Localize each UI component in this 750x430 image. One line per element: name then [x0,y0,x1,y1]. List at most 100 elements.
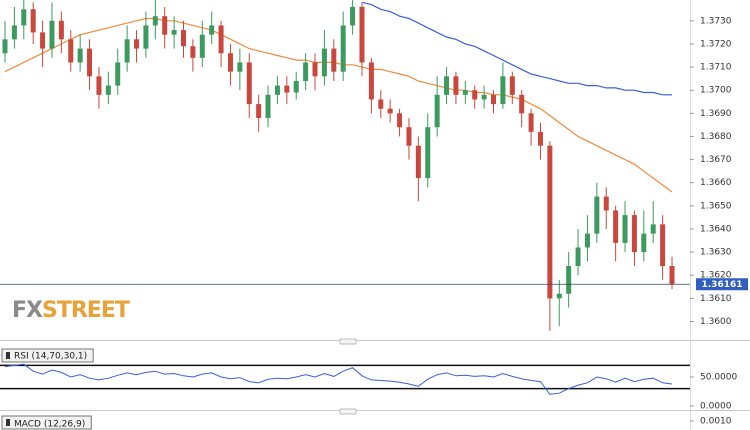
candle-body [650,224,656,234]
indicator-label: RSI (14,70,30,1) [14,352,87,362]
candle-body [631,215,637,253]
candle-body [575,247,581,266]
candle-body [500,76,506,105]
candle-body [537,131,543,146]
y-tick-label: 1.3610 [700,294,732,304]
candle-body [566,265,572,294]
candle-body [462,90,468,95]
candle-body [303,62,309,81]
candle-body [227,53,233,72]
candle-body [199,34,205,58]
candle-body [415,145,421,179]
candle-body [293,80,299,93]
logo-part: FX [12,298,43,323]
candle-body [265,94,271,118]
candle-body [284,85,290,93]
candle-body [321,48,327,77]
panel-handle[interactable] [339,408,357,415]
candle-body [491,94,497,105]
last-price-label: 1.36161 [702,280,743,290]
y-tick-label: 1.3680 [700,132,732,142]
candle-body [660,224,666,266]
indicator-label: MACD (12,26,9) [14,420,85,430]
candle-body [30,9,36,33]
candle-body [509,76,515,95]
candle-body [331,48,337,72]
panel-handle[interactable] [339,338,357,345]
logo-part: STREET [42,298,130,323]
candle-body [246,62,252,105]
candle-body [49,20,55,49]
candle-body [453,76,459,95]
candle-body [21,9,27,26]
y-tick-label: 1.3710 [700,63,732,73]
candle-body [547,145,553,299]
candle-body [603,196,609,211]
candle-body [162,16,168,35]
y-tick-label: 1.3660 [700,178,732,188]
candle-body [11,25,17,40]
candle-body [387,108,393,114]
candle-body [143,25,149,49]
candle-body [528,113,534,132]
candle-body [613,210,619,243]
y-tick-label: 1.3600 [700,317,732,327]
candle-body [669,265,675,285]
indicator-label-box [1,415,92,430]
moving-average [4,17,673,193]
candle-body [472,90,478,100]
candle-body [171,30,177,35]
candle-body [641,233,647,253]
y-tick-label: 0.0000 [700,402,732,412]
candle-body [481,94,487,100]
indicator-label-marker [6,419,10,426]
indicator-line [4,363,673,395]
candle-body [350,6,356,26]
last-price-box [696,278,748,291]
moving-average [361,1,672,96]
candle-body [209,25,215,35]
candle-body [87,48,93,77]
candle-body [68,39,74,63]
candle-body [444,76,450,95]
candle-body [58,20,64,40]
candle-body [77,48,83,63]
candle-body [180,30,186,47]
candle-body [256,104,262,118]
y-tick-label: 1.3630 [700,248,732,258]
y-tick-label: 1.3730 [700,16,732,26]
candle-body [340,25,346,72]
candle-body [406,127,412,146]
candle-body [105,85,111,95]
y-tick-label: 50.0000 [700,373,737,383]
y-tick-label: 1.3700 [700,86,732,96]
candle-body [584,233,590,248]
y-tick-label: 1.3670 [700,155,732,165]
candle-body [218,25,224,54]
candle-body [519,94,525,114]
candle-body [434,94,440,128]
candle-body [312,62,318,77]
candle-body [134,39,140,49]
candle-body [190,46,196,58]
y-tick-label: 0.0010 [700,417,732,427]
y-tick-label: 1.3720 [700,39,732,49]
candle-body [397,113,403,128]
y-tick-label: 1.3690 [700,109,732,119]
candle-body [556,293,562,299]
candle-body [359,6,365,63]
candle-body [2,39,8,54]
indicator-label-marker [6,352,10,359]
candle-body [40,32,46,49]
candle-body [425,127,431,179]
candle-body [274,85,280,95]
candle-body [378,99,384,109]
candle-body [368,62,374,100]
candle-body [124,39,130,63]
candle-body [622,215,628,243]
candle-body [115,62,121,86]
logo: FXSTREET [12,298,130,323]
y-tick-label: 1.3620 [700,271,732,281]
candle-body [96,76,102,95]
indicator-label-box [1,348,94,363]
